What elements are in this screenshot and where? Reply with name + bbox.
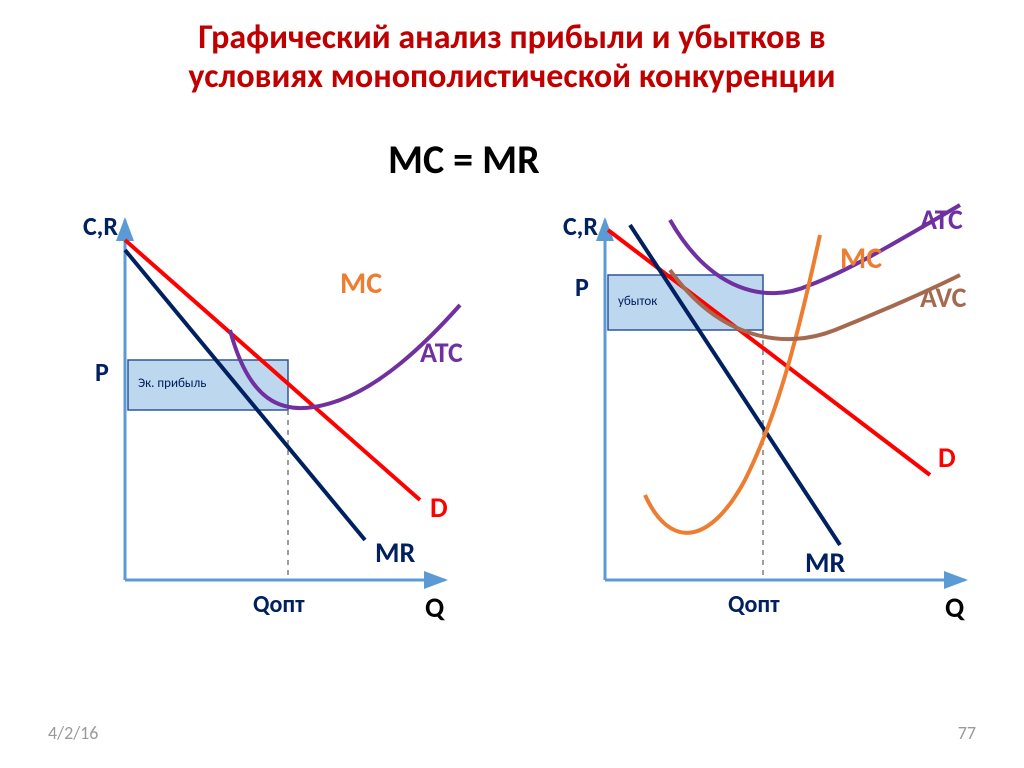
chart-label: Эк. прибыль xyxy=(138,376,206,391)
footer-page: 77 xyxy=(958,722,976,744)
chart-label: убыток xyxy=(618,294,657,309)
chart-right: C,RQPQоптубытокDMRATCMCAVC xyxy=(560,200,980,620)
chart-label: ATC xyxy=(420,335,463,370)
chart-label: C,R xyxy=(83,210,118,242)
title-line1: Графический анализ прибыли и убытков в xyxy=(0,18,1024,57)
chart-label: Qопт xyxy=(253,590,305,619)
slide: Графический анализ прибыли и убытков в у… xyxy=(0,0,1024,768)
chart-label: MC xyxy=(840,240,882,277)
chart-label: Qопт xyxy=(728,590,780,619)
chart-label: ATC xyxy=(920,202,963,237)
footer-date: 4/2/16 xyxy=(48,722,98,744)
chart-label: MR xyxy=(375,535,415,570)
chart-label: D xyxy=(938,440,956,475)
chart-left-svg xyxy=(80,200,480,620)
chart-label: P xyxy=(95,356,109,388)
chart-label: D xyxy=(430,490,448,525)
chart-label: MC xyxy=(340,265,382,302)
chart-label: Q xyxy=(945,590,964,625)
chart-label: P xyxy=(575,271,589,303)
title-line2: условиях монополистической конкуренции xyxy=(0,57,1024,96)
chart-left: C,RQPQоптЭк. прибыльDMRATCMC xyxy=(80,200,480,620)
chart-label: Q xyxy=(425,590,444,625)
slide-title: Графический анализ прибыли и убытков в у… xyxy=(0,18,1024,96)
chart-label: MR xyxy=(805,545,845,580)
equation-mc-mr: MC = MR xyxy=(388,135,540,184)
chart-label: C,R xyxy=(563,210,598,242)
chart-right-svg xyxy=(560,200,980,620)
chart-label: AVC xyxy=(920,280,966,315)
